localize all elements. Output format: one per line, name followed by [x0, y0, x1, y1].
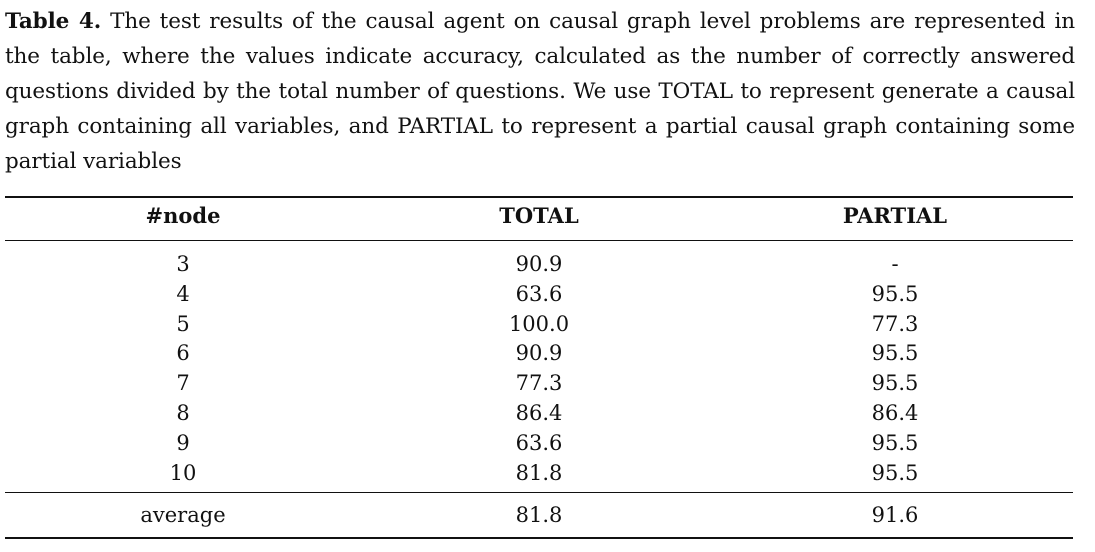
bottom-rule [5, 537, 1073, 539]
cell-total: 77.3 [515, 371, 563, 396]
cell-node: 9 [176, 430, 190, 455]
cell-partial: 86.4 [871, 400, 919, 425]
table-caption: Table 4. The test results of the causal … [5, 4, 1075, 179]
caption-label: Table 4. [5, 9, 102, 34]
table-row: 7 77.3 95.5 [5, 369, 1073, 399]
table-row: 3 90.9 - [5, 250, 1073, 280]
cell-node: 4 [176, 281, 190, 306]
cell-total: 90.9 [515, 341, 563, 366]
table-footer-row: average 81.8 91.6 [5, 499, 1073, 531]
table-row: 5 100.0 77.3 [5, 310, 1073, 340]
cell-total: 90.9 [515, 252, 563, 276]
header-rule [5, 240, 1073, 242]
cell-total: 63.6 [515, 281, 563, 306]
caption-text: The test results of the causal agent on … [5, 9, 1075, 174]
cell-total: 100.0 [508, 311, 570, 336]
footer-rule [5, 492, 1073, 494]
cell-partial: 95.5 [871, 341, 919, 366]
table-row: 8 86.4 86.4 [5, 399, 1073, 429]
cell-total: 81.8 [515, 460, 563, 485]
cell-partial: 95.5 [871, 430, 919, 455]
cell-node: 6 [176, 341, 190, 366]
cell-node: 7 [176, 371, 190, 396]
header-node: #node [145, 203, 221, 228]
cell-node: 10 [169, 460, 197, 485]
table-row: 10 81.8 95.5 [5, 459, 1073, 489]
top-rule [5, 196, 1073, 198]
table-row: 6 90.9 95.5 [5, 339, 1073, 369]
footer-label: average [140, 503, 226, 527]
cell-partial: 95.5 [871, 281, 919, 306]
header-partial: PARTIAL [842, 203, 948, 228]
footer-partial: 91.6 [871, 503, 919, 527]
cell-total: 86.4 [515, 400, 563, 425]
table-body: 3 90.9 - 4 63.6 95.5 5 100.0 77.3 6 90.9… [5, 250, 1073, 488]
header-total: TOTAL [499, 203, 579, 228]
cell-partial: - [891, 252, 899, 276]
cell-partial: 77.3 [871, 311, 919, 336]
cell-total: 63.6 [515, 430, 563, 455]
table-row: 9 63.6 95.5 [5, 429, 1073, 459]
cell-node: 3 [176, 252, 190, 276]
footer-total: 81.8 [515, 503, 563, 527]
table-header-row: #node TOTAL PARTIAL [5, 203, 1073, 235]
cell-node: 8 [176, 400, 190, 425]
cell-node: 5 [176, 311, 190, 336]
table-row: 4 63.6 95.5 [5, 280, 1073, 310]
cell-partial: 95.5 [871, 371, 919, 396]
cell-partial: 95.5 [871, 460, 919, 485]
